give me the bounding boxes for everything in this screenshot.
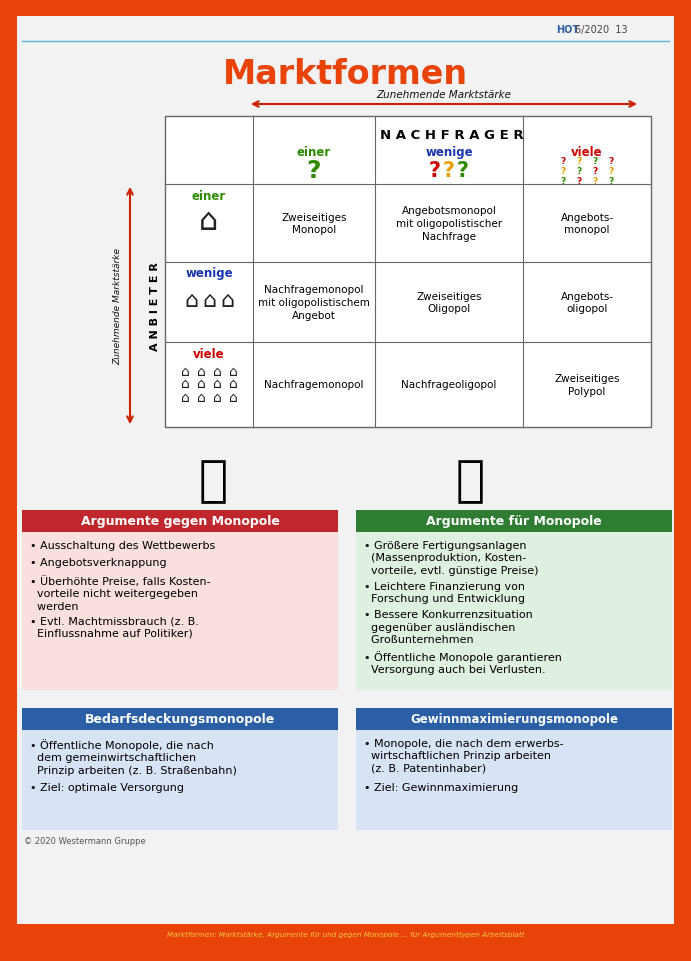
Text: • Ziel: optimale Versorgung: • Ziel: optimale Versorgung bbox=[30, 782, 184, 793]
Text: ?: ? bbox=[560, 157, 566, 165]
Text: ⌂: ⌂ bbox=[229, 364, 238, 378]
Bar bbox=[22, 708, 338, 730]
Text: ?: ? bbox=[576, 166, 582, 176]
Text: Marktformen: Marktstärke, Argumente für und gegen Monopole ... für Argumenttypen: Marktformen: Marktstärke, Argumente für … bbox=[167, 931, 524, 937]
Text: wenige: wenige bbox=[425, 146, 473, 159]
Bar bbox=[674, 0, 691, 961]
Bar bbox=[356, 532, 672, 690]
Text: 👍: 👍 bbox=[455, 456, 484, 505]
Bar bbox=[0, 0, 691, 17]
Text: ?: ? bbox=[576, 177, 582, 185]
Text: Nachfrageoligopol: Nachfrageoligopol bbox=[401, 381, 497, 390]
Text: ⌂: ⌂ bbox=[197, 377, 205, 391]
Text: ⌂: ⌂ bbox=[229, 377, 238, 391]
Text: ?: ? bbox=[443, 161, 455, 182]
Text: Zweiseitiges
Monopol: Zweiseitiges Monopol bbox=[281, 212, 347, 235]
Text: • Bessere Konkurrenzsituation
  gegenüber ausländischen
  Großunternehmen: • Bessere Konkurrenzsituation gegenüber … bbox=[364, 610, 533, 645]
Text: ?: ? bbox=[608, 157, 614, 165]
Text: ?: ? bbox=[429, 161, 441, 182]
Bar bbox=[0, 0, 17, 961]
Text: • Überhöhte Preise, falls Kosten-
  vorteile nicht weitergegeben
  werden: • Überhöhte Preise, falls Kosten- vortei… bbox=[30, 576, 211, 611]
Text: • Leichtere Finanzierung von
  Forschung und Entwicklung: • Leichtere Finanzierung von Forschung u… bbox=[364, 580, 525, 604]
Text: ⌂: ⌂ bbox=[213, 377, 221, 391]
Bar bbox=[22, 532, 338, 690]
Text: © 2020 Westermann Gruppe: © 2020 Westermann Gruppe bbox=[24, 836, 146, 845]
Text: 👎: 👎 bbox=[198, 456, 227, 505]
Text: 6/2020  13: 6/2020 13 bbox=[575, 25, 627, 35]
Text: Nachfragemonopol: Nachfragemonopol bbox=[264, 381, 363, 390]
Text: ?: ? bbox=[592, 157, 598, 165]
Text: viele: viele bbox=[193, 347, 225, 360]
Text: Bedarfsdeckungsmonopole: Bedarfsdeckungsmonopole bbox=[85, 713, 275, 726]
Bar bbox=[0, 944, 691, 961]
Text: ⌂: ⌂ bbox=[202, 290, 216, 310]
Text: ?: ? bbox=[592, 166, 598, 176]
Text: Zweiseitiges
Oligopol: Zweiseitiges Oligopol bbox=[416, 291, 482, 314]
Bar bbox=[165, 117, 651, 428]
Text: Nachfragemonopol
mit oligopolistischem
Angebot: Nachfragemonopol mit oligopolistischem A… bbox=[258, 284, 370, 320]
Bar bbox=[356, 510, 672, 532]
Text: Gewinnmaximierungsmonopole: Gewinnmaximierungsmonopole bbox=[410, 713, 618, 726]
Bar bbox=[165, 117, 651, 428]
Text: ?: ? bbox=[608, 166, 614, 176]
Text: Argumente gegen Monopole: Argumente gegen Monopole bbox=[81, 515, 279, 528]
Text: viele: viele bbox=[571, 146, 603, 159]
Text: ⌂: ⌂ bbox=[184, 290, 198, 310]
Text: • Evtl. Machtmissbrauch (z. B.
  Einflussnahme auf Politiker): • Evtl. Machtmissbrauch (z. B. Einflussn… bbox=[30, 616, 199, 638]
Text: N A C H F R A G E R: N A C H F R A G E R bbox=[380, 129, 524, 141]
Text: ⌂: ⌂ bbox=[220, 290, 234, 310]
Text: • Ziel: Gewinnmaximierung: • Ziel: Gewinnmaximierung bbox=[364, 782, 518, 793]
Text: einer: einer bbox=[297, 146, 331, 159]
Text: Argumente für Monopole: Argumente für Monopole bbox=[426, 515, 602, 528]
Text: • Öffentliche Monopole, die nach
  dem gemeinwirtschaftlichen
  Prinzip arbeiten: • Öffentliche Monopole, die nach dem gem… bbox=[30, 738, 237, 775]
Text: ⌂: ⌂ bbox=[197, 364, 205, 378]
Text: ⌂: ⌂ bbox=[180, 390, 189, 404]
Text: ?: ? bbox=[608, 177, 614, 185]
Text: Zunehmende Marktstärke: Zunehmende Marktstärke bbox=[377, 90, 511, 100]
Bar bbox=[356, 708, 672, 730]
Bar bbox=[356, 730, 672, 830]
Text: ⌂: ⌂ bbox=[213, 364, 221, 378]
Text: ?: ? bbox=[592, 177, 598, 185]
Bar bbox=[17, 924, 674, 944]
Text: ?: ? bbox=[457, 161, 469, 182]
Text: Angebots-
monopol: Angebots- monopol bbox=[560, 212, 614, 235]
Text: • Größere Fertigungsanlagen
  (Massenproduktion, Kosten-
  vorteile, evtl. günst: • Größere Fertigungsanlagen (Massenprodu… bbox=[364, 540, 538, 576]
Text: Angebotsmonopol
mit oligopolistischer
Nachfrage: Angebotsmonopol mit oligopolistischer Na… bbox=[396, 206, 502, 241]
Text: HOT: HOT bbox=[556, 25, 579, 35]
Text: ?: ? bbox=[307, 160, 321, 184]
Text: • Öffentliche Monopole garantieren
  Versorgung auch bei Verlusten.: • Öffentliche Monopole garantieren Verso… bbox=[364, 651, 562, 675]
Text: A N B I E T E R: A N B I E T E R bbox=[150, 261, 160, 351]
Bar bbox=[22, 730, 338, 830]
Text: • Angebotsverknappung: • Angebotsverknappung bbox=[30, 558, 167, 568]
Text: ⌂: ⌂ bbox=[197, 390, 205, 404]
Text: ⌂: ⌂ bbox=[180, 364, 189, 378]
Text: • Monopole, die nach dem erwerbs-
  wirtschaftlichen Prinzip arbeiten
  (z. B. P: • Monopole, die nach dem erwerbs- wirtsc… bbox=[364, 738, 564, 773]
Text: ?: ? bbox=[560, 166, 566, 176]
Text: Marktformen: Marktformen bbox=[223, 59, 468, 91]
Text: einer: einer bbox=[192, 189, 226, 202]
Text: ⌂: ⌂ bbox=[229, 390, 238, 404]
Bar bbox=[22, 510, 338, 532]
Text: Zweiseitiges
Polypol: Zweiseitiges Polypol bbox=[554, 374, 620, 397]
Text: ⌂: ⌂ bbox=[180, 377, 189, 391]
Text: Angebots-
oligopol: Angebots- oligopol bbox=[560, 291, 614, 314]
Text: ⌂: ⌂ bbox=[199, 208, 218, 236]
Text: Zunehmende Marktstärke: Zunehmende Marktstärke bbox=[113, 248, 122, 364]
Text: ?: ? bbox=[576, 157, 582, 165]
Text: • Ausschaltung des Wettbewerbs: • Ausschaltung des Wettbewerbs bbox=[30, 540, 216, 551]
Text: ⌂: ⌂ bbox=[213, 390, 221, 404]
Text: wenige: wenige bbox=[185, 267, 233, 281]
Text: ?: ? bbox=[560, 177, 566, 185]
